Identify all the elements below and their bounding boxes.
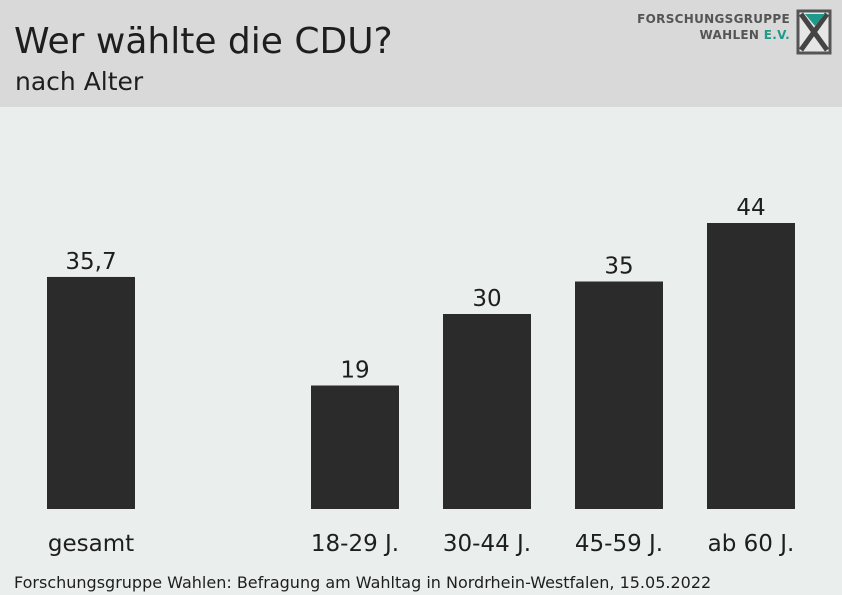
logo-line2-main: WAHLEN <box>699 28 764 42</box>
value-label-1: 35,7 <box>65 249 116 275</box>
category-label-1: gesamt <box>48 531 134 557</box>
logo-line1: FORSCHUNGSGRUPPE <box>637 12 790 26</box>
category-label-3: 30-44 J. <box>443 531 531 557</box>
header-band: Wer wählte die CDU? nach Alter FORSCHUNG… <box>0 0 842 107</box>
category-label-4: 45-59 J. <box>575 531 663 557</box>
bar-4 <box>575 281 663 509</box>
logo-line2-accent: E.V. <box>763 28 790 42</box>
logo-line2: WAHLEN E.V. <box>637 27 790 43</box>
bar-1 <box>47 276 135 509</box>
page-subtitle: nach Alter <box>15 67 144 96</box>
bar-5 <box>707 223 795 509</box>
value-label-2: 19 <box>340 358 369 384</box>
source-note: Forschungsgruppe Wahlen: Befragung am Wa… <box>14 573 712 592</box>
value-label-3: 30 <box>472 286 501 312</box>
bar-2 <box>311 385 399 509</box>
fgw-x-logo-icon <box>796 9 832 55</box>
bar-chart: 35,7 gesamt 19 18-29 J. 30 30-44 J. 35 45-59 J.… <box>47 195 795 557</box>
value-label-5: 44 <box>736 195 765 221</box>
category-label-2: 18-29 J. <box>311 531 399 557</box>
page-title: Wer wählte die CDU? <box>14 21 393 62</box>
bar-3 <box>443 314 531 509</box>
value-label-4: 35 <box>604 254 633 280</box>
category-label-5: ab 60 J. <box>708 531 795 557</box>
logo-text: FORSCHUNGSGRUPPE WAHLEN E.V. <box>637 11 790 43</box>
